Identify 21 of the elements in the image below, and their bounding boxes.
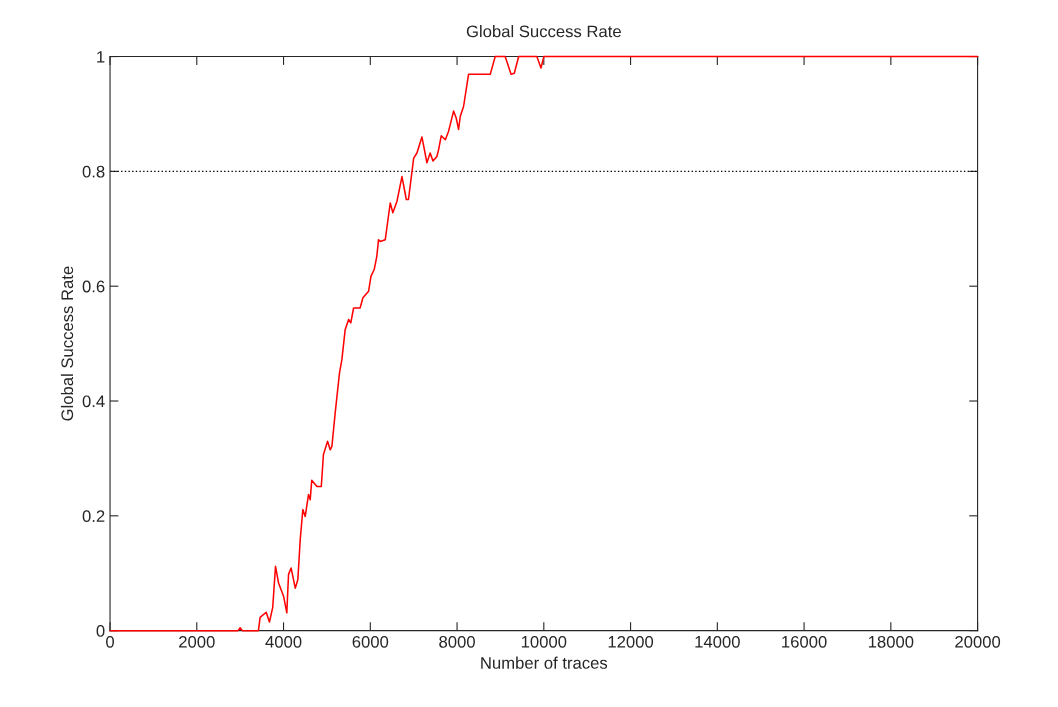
y-tick-label: 0.6 [82, 280, 105, 293]
x-tick-label: 20000 [955, 635, 1001, 648]
x-tick-label: 0 [106, 635, 115, 648]
y-axis-title: Global Success Rate [60, 266, 74, 421]
x-tick-label: 16000 [782, 635, 827, 648]
x-tick-label: 8000 [439, 635, 475, 648]
x-tick-label: 14000 [695, 635, 740, 648]
line-series [109, 55, 979, 632]
y-tick-label: 0.8 [82, 165, 105, 178]
x-tick-label: 18000 [868, 635, 914, 648]
y-tick-label: 0 [96, 625, 105, 637]
x-tick-label: 4000 [265, 635, 302, 648]
y-tick-label: 0.4 [82, 395, 105, 408]
x-tick-label: 10000 [521, 635, 567, 648]
y-tick-label: 0.2 [82, 510, 105, 523]
y-tick-label: 1 [97, 51, 105, 63]
x-tick-label: 2000 [179, 635, 215, 648]
x-tick-label: 12000 [608, 635, 654, 648]
x-tick-label: 6000 [352, 635, 389, 648]
chart-title: Global Success Rate [466, 25, 621, 38]
x-axis-title: Number of traces [481, 656, 608, 669]
